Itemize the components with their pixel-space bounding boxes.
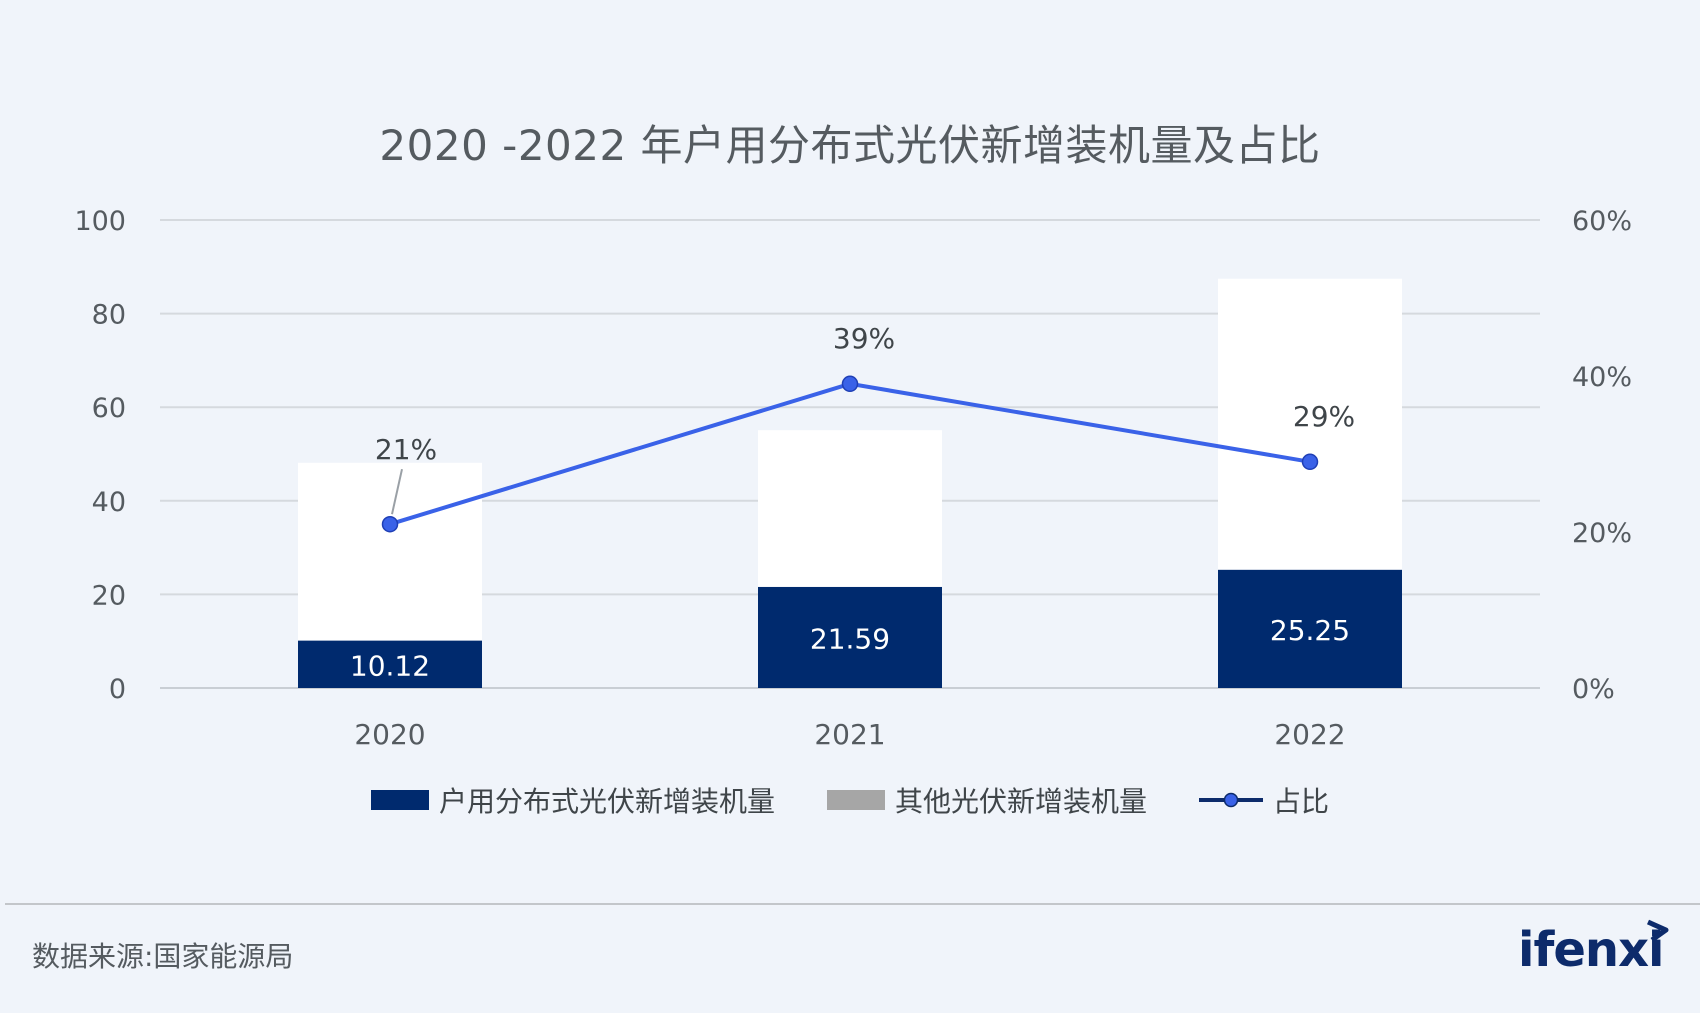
logo-arrow-icon (1646, 919, 1669, 943)
share-data-label: 21% (375, 433, 437, 466)
y-left-tick-label: 80 (92, 300, 126, 331)
y-left-tick-label: 20 (92, 580, 126, 611)
legend-swatch-other (826, 790, 885, 810)
legend-label-share: 占比 (1273, 785, 1330, 818)
legend-item-household: 户用分布式光伏新增装机量 (370, 780, 775, 820)
legend-item-other: 其他光伏新增装机量 (826, 780, 1147, 820)
share-data-label: 39% (833, 322, 895, 355)
legend-swatch-household (370, 790, 429, 810)
brand-logo: ifenxi (1518, 922, 1664, 978)
y-right-tick-label: 0% (1572, 674, 1615, 705)
chart-title: 2020 -2022 年户用分布式光伏新增装机量及占比 (379, 121, 1321, 170)
chart-canvas: 0 20 40 60 80 100 0% 20% 40% 60% 10.12 2020 21.59 202… (74, 206, 1632, 751)
y-right-tick-label: 40% (1572, 362, 1632, 393)
bar-data-label: 10.12 (350, 649, 430, 682)
legend-label-other: 其他光伏新增装机量 (894, 785, 1147, 818)
legend-swatch-share (1199, 792, 1263, 808)
bar-household-2020 (298, 640, 482, 688)
x-tick-label: 2020 (354, 718, 425, 751)
bar-household-2021 (758, 586, 942, 688)
share-data-label: 29% (1293, 400, 1355, 433)
bar-other-2022 (1218, 278, 1402, 570)
y-left-tick-label: 100 (74, 206, 126, 237)
y-left-tick-label: 40 (92, 487, 126, 518)
x-tick-label: 2022 (1274, 718, 1345, 751)
x-tick-label: 2021 (814, 718, 885, 751)
y-left-tick-label: 60 (92, 393, 126, 424)
share-point (1301, 453, 1319, 471)
bar-other-2021 (758, 430, 942, 587)
legend-label-household: 户用分布式光伏新增装机量 (438, 785, 775, 818)
footer-divider (5, 903, 1700, 905)
bar-data-label: 21.59 (810, 622, 890, 655)
share-point (381, 515, 399, 533)
y-right-tick-label: 60% (1572, 206, 1632, 237)
y-left-tick-label: 0 (109, 674, 126, 705)
legend: 户用分布式光伏新增装机量 其他光伏新增装机量 占比 (0, 780, 1700, 820)
bar-household-2022 (1218, 569, 1402, 688)
legend-item-share: 占比 (1199, 780, 1329, 820)
bar-data-label: 25.25 (1270, 614, 1350, 647)
y-right-tick-label: 20% (1572, 518, 1632, 549)
bar-other-2020 (298, 462, 482, 641)
source-note: 数据来源:国家能源局 (32, 940, 294, 973)
share-point (841, 375, 859, 393)
leader-line (391, 468, 403, 515)
